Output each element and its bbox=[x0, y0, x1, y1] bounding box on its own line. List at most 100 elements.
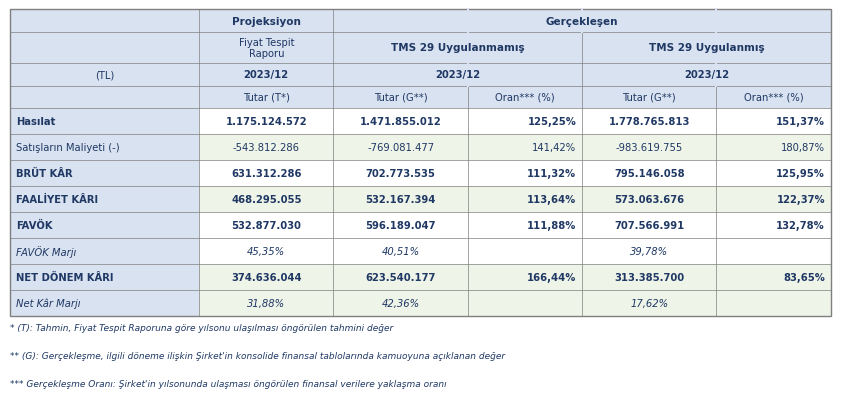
Text: (TL): (TL) bbox=[95, 70, 114, 80]
Text: 151,37%: 151,37% bbox=[776, 117, 825, 127]
Bar bbox=[10, 186, 199, 212]
Text: 42,36%: 42,36% bbox=[382, 298, 420, 308]
Text: 180,87%: 180,87% bbox=[781, 142, 825, 152]
Text: Tutar (G**): Tutar (G**) bbox=[373, 93, 427, 102]
Text: FAVÖK: FAVÖK bbox=[16, 220, 52, 230]
Bar bbox=[717, 109, 831, 135]
Bar bbox=[468, 109, 582, 135]
Text: 113,64%: 113,64% bbox=[527, 195, 576, 204]
Bar bbox=[582, 264, 717, 290]
Bar bbox=[582, 109, 717, 135]
Text: 702.773.535: 702.773.535 bbox=[366, 169, 436, 178]
Text: 532.167.394: 532.167.394 bbox=[365, 195, 436, 204]
Text: 1.471.855.012: 1.471.855.012 bbox=[360, 117, 442, 127]
Text: 45,35%: 45,35% bbox=[247, 246, 285, 256]
Text: 2023/12: 2023/12 bbox=[436, 70, 480, 80]
Bar bbox=[582, 212, 717, 238]
Bar bbox=[333, 161, 468, 186]
Bar bbox=[199, 10, 333, 33]
Bar bbox=[717, 135, 831, 161]
Bar bbox=[582, 135, 717, 161]
Bar bbox=[468, 86, 582, 109]
Bar bbox=[10, 33, 199, 64]
Bar bbox=[333, 109, 468, 135]
Bar bbox=[717, 290, 831, 316]
Text: 125,25%: 125,25% bbox=[527, 117, 576, 127]
Bar bbox=[582, 86, 717, 109]
Bar bbox=[717, 86, 831, 109]
Bar bbox=[10, 10, 831, 316]
Text: 31,88%: 31,88% bbox=[247, 298, 285, 308]
Bar bbox=[468, 264, 582, 290]
Bar bbox=[199, 64, 333, 86]
Bar bbox=[333, 186, 468, 212]
Text: Hasılat: Hasılat bbox=[16, 117, 56, 127]
Text: 17,62%: 17,62% bbox=[630, 298, 669, 308]
Text: 2023/12: 2023/12 bbox=[684, 70, 729, 80]
Bar bbox=[717, 212, 831, 238]
Bar bbox=[10, 212, 199, 238]
Text: *** Gerçekleşme Oranı: Şirket'in yılsonunda ulaşması öngörülen finansal verilere: *** Gerçekleşme Oranı: Şirket'in yılsonu… bbox=[10, 380, 447, 389]
Bar bbox=[468, 290, 582, 316]
Text: 166,44%: 166,44% bbox=[527, 272, 576, 282]
Bar bbox=[10, 135, 199, 161]
Text: ** (G): Gerçekleşme, ilgili döneme ilişkin Şirket'in konsolide finansal tablolar: ** (G): Gerçekleşme, ilgili döneme ilişk… bbox=[10, 351, 505, 361]
Bar bbox=[582, 186, 717, 212]
Text: Gerçekleşen: Gerçekleşen bbox=[546, 17, 618, 26]
Text: BRÜT KÂR: BRÜT KÂR bbox=[16, 169, 72, 178]
Text: TMS 29 Uygulanmış: TMS 29 Uygulanmış bbox=[648, 43, 764, 53]
Text: Tutar (G**): Tutar (G**) bbox=[622, 93, 676, 102]
Bar bbox=[468, 238, 582, 264]
Text: Fiyat Tespit
Raporu: Fiyat Tespit Raporu bbox=[239, 38, 294, 59]
Bar bbox=[10, 86, 199, 109]
Text: 1.778.765.813: 1.778.765.813 bbox=[609, 117, 690, 127]
Text: FAVÖK Marjı: FAVÖK Marjı bbox=[16, 245, 77, 257]
Bar bbox=[199, 186, 333, 212]
Text: Net Kâr Marjı: Net Kâr Marjı bbox=[16, 298, 81, 308]
Text: 141,42%: 141,42% bbox=[532, 142, 576, 152]
Text: 313.385.700: 313.385.700 bbox=[614, 272, 685, 282]
Text: 39,78%: 39,78% bbox=[630, 246, 669, 256]
Text: Oran*** (%): Oran*** (%) bbox=[744, 93, 803, 102]
Bar bbox=[10, 238, 199, 264]
Bar bbox=[10, 64, 199, 86]
Bar bbox=[199, 238, 333, 264]
Text: -543.812.286: -543.812.286 bbox=[233, 142, 299, 152]
Text: -769.081.477: -769.081.477 bbox=[367, 142, 434, 152]
Text: 111,32%: 111,32% bbox=[527, 169, 576, 178]
Bar bbox=[717, 264, 831, 290]
Text: Satışların Maliyeti (-): Satışların Maliyeti (-) bbox=[16, 142, 119, 152]
Bar bbox=[333, 135, 468, 161]
Text: 2023/12: 2023/12 bbox=[244, 70, 288, 80]
Bar bbox=[468, 212, 582, 238]
Text: * (T): Tahmin, Fiyat Tespit Raporuna göre yılsonu ulaşılması öngörülen tahmini d: * (T): Tahmin, Fiyat Tespit Raporuna gör… bbox=[10, 323, 394, 332]
Bar bbox=[468, 64, 582, 86]
Bar bbox=[468, 186, 582, 212]
Text: NET DÖNEM KÂRI: NET DÖNEM KÂRI bbox=[16, 272, 114, 282]
Bar bbox=[582, 33, 831, 64]
Bar bbox=[199, 109, 333, 135]
Bar bbox=[10, 264, 199, 290]
Text: 468.295.055: 468.295.055 bbox=[231, 195, 302, 204]
Bar bbox=[717, 186, 831, 212]
Text: TMS 29 Uygulanmamış: TMS 29 Uygulanmamış bbox=[391, 43, 525, 53]
Text: 631.312.286: 631.312.286 bbox=[231, 169, 302, 178]
Text: 40,51%: 40,51% bbox=[382, 246, 420, 256]
Bar bbox=[199, 135, 333, 161]
Bar bbox=[582, 64, 831, 86]
Text: Tutar (T*): Tutar (T*) bbox=[243, 93, 289, 102]
Text: 795.146.058: 795.146.058 bbox=[614, 169, 685, 178]
Bar bbox=[582, 238, 717, 264]
Text: 532.877.030: 532.877.030 bbox=[231, 220, 301, 230]
Bar bbox=[333, 290, 468, 316]
Bar bbox=[333, 33, 582, 64]
Text: 111,88%: 111,88% bbox=[527, 220, 576, 230]
Text: 125,95%: 125,95% bbox=[776, 169, 825, 178]
Text: 374.636.044: 374.636.044 bbox=[231, 272, 302, 282]
Bar bbox=[199, 33, 333, 64]
Bar bbox=[199, 212, 333, 238]
Text: 573.063.676: 573.063.676 bbox=[614, 195, 685, 204]
Bar bbox=[333, 86, 468, 109]
Bar bbox=[468, 161, 582, 186]
Bar bbox=[333, 64, 582, 86]
